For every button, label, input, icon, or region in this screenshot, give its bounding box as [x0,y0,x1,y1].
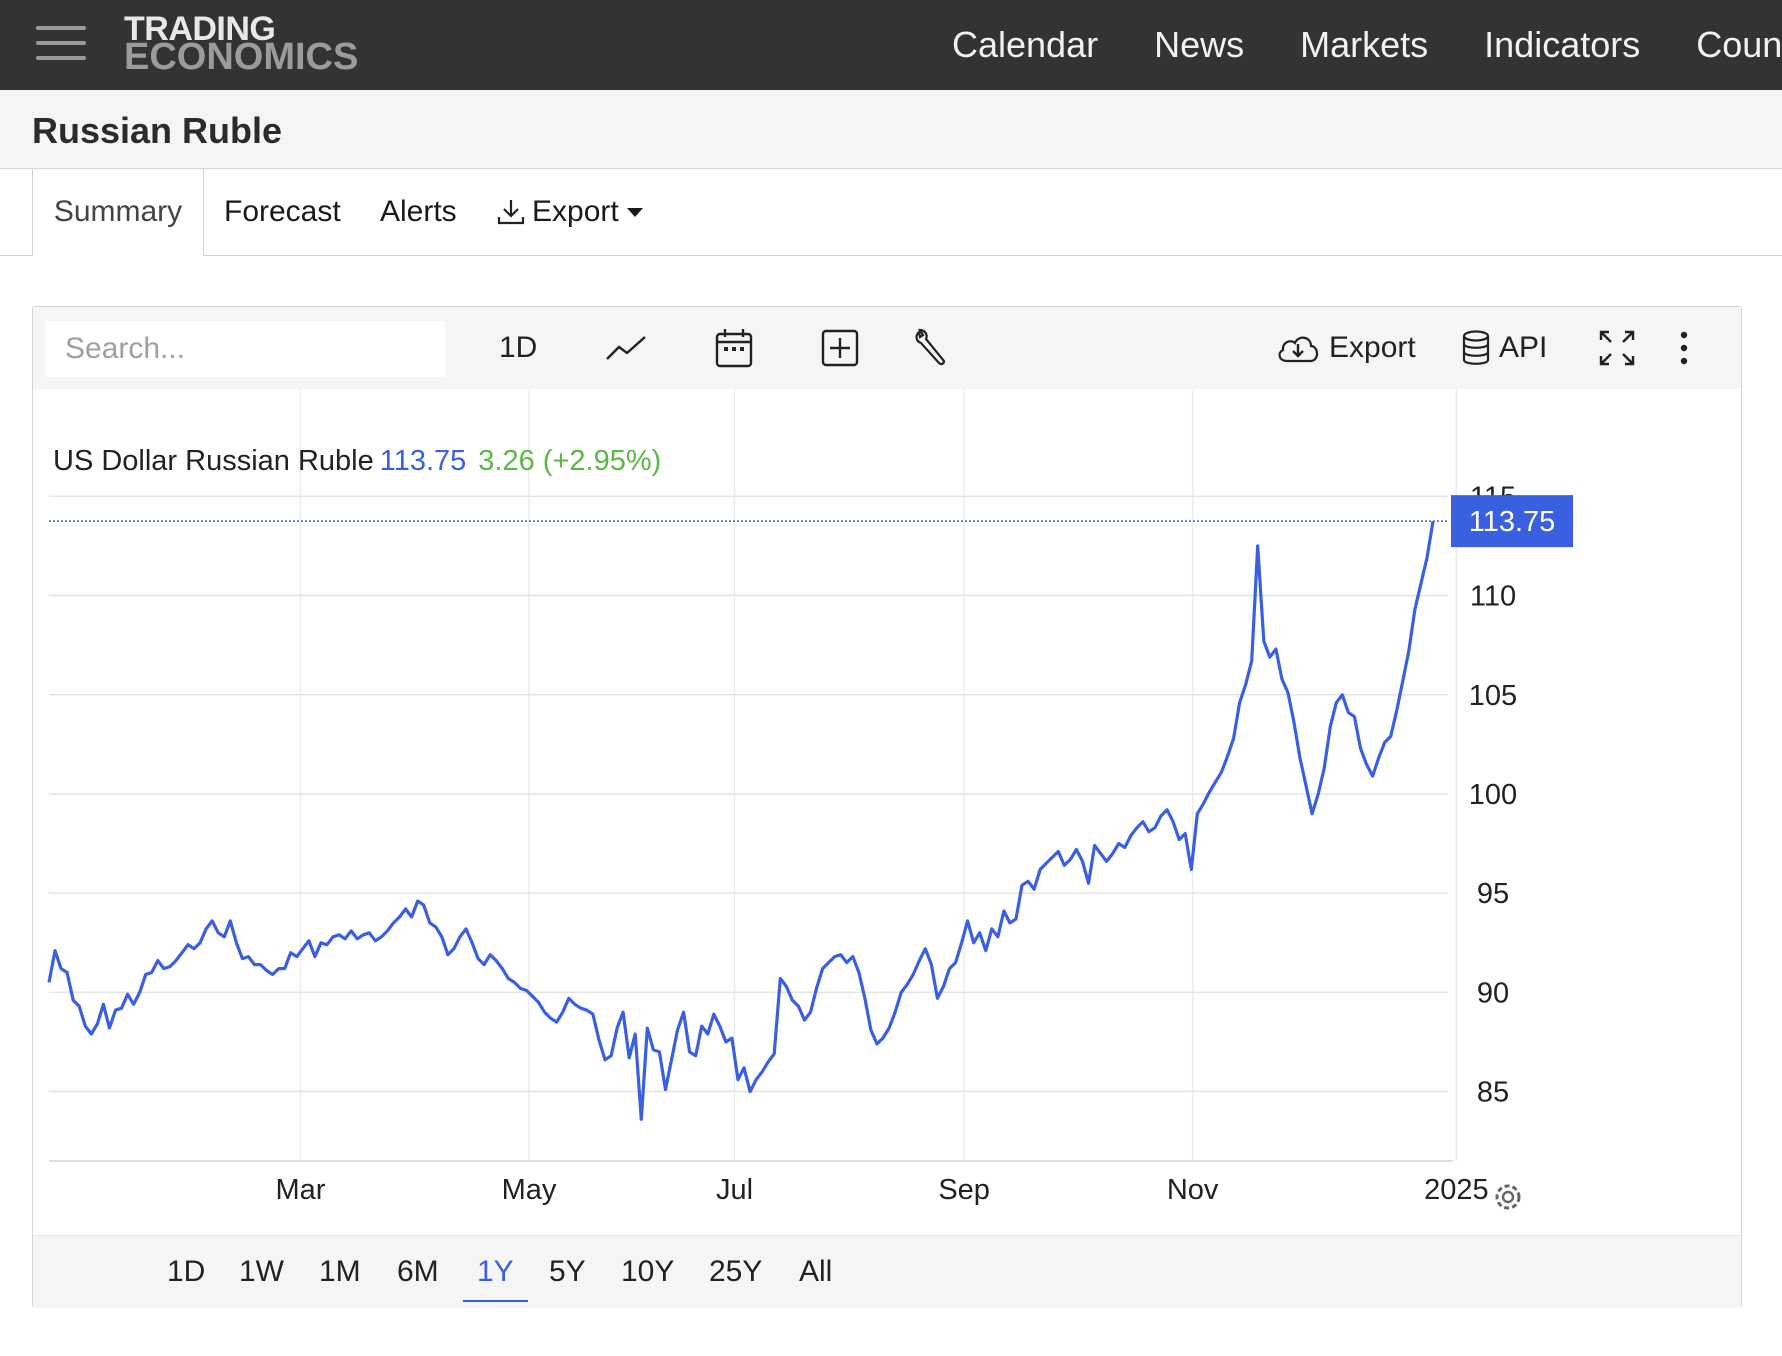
range-selector: 1D 1W 1M 6M 1Y 5Y 10Y 25Y All [33,1235,1741,1308]
fullscreen-icon [1599,330,1635,366]
chart-export-button[interactable]: Export [1275,307,1416,389]
api-label: API [1499,331,1548,364]
chart-plot-area[interactable]: MarMayJulSepNov2025859095100105110115113… [33,389,1741,1235]
tools-button[interactable] [913,307,949,389]
nav-markets[interactable]: Markets [1300,24,1429,65]
top-nav: TRADING ECONOMICS Calendar News Markets … [0,0,1782,90]
trading-economics-logo[interactable]: TRADING ECONOMICS [124,10,359,78]
fullscreen-button[interactable] [1597,307,1637,389]
download-icon [497,200,525,225]
tab-alerts[interactable]: Alerts [380,195,457,228]
y-tick-label: 110 [1470,581,1516,613]
legend-change: 3.26 (+2.95%) [478,445,662,477]
current-value-label: 113.75 [1469,506,1556,538]
x-tick-label: May [502,1174,557,1206]
y-tick-label: 105 [1469,680,1517,712]
line-chart-icon [606,336,646,360]
range-1y[interactable]: 1Y [463,1236,528,1308]
api-button[interactable]: API [1461,307,1547,389]
y-tick-label: 100 [1469,779,1517,811]
logo-line1: TRADING [124,10,276,48]
range-1w[interactable]: 1W [239,1255,284,1288]
legend-series-name: US Dollar Russian Ruble [53,445,374,477]
chart-export-label: Export [1329,331,1416,364]
chart-type-button[interactable] [605,307,647,389]
tab-forecast[interactable]: Forecast [224,195,341,228]
legend-value: 113.75 [379,445,467,477]
vertical-dots-icon [1680,331,1688,365]
nav-links: Calendar News Markets Indicators Coun [952,0,1782,90]
cloud-download-icon [1278,336,1319,363]
tab-export[interactable]: Export [496,169,643,255]
y-tick-label: 95 [1477,878,1509,910]
x-tick-label: Sep [938,1174,990,1206]
range-6m[interactable]: 6M [397,1255,439,1288]
more-options-button[interactable] [1679,307,1689,389]
logo-line2: ECONOMICS [124,36,359,78]
range-25y[interactable]: 25Y [709,1255,763,1288]
settings-gear-icon[interactable] [1495,1184,1521,1210]
tab-summary[interactable]: Summary [32,169,204,256]
interval-button[interactable]: 1D [499,331,538,364]
hamburger-menu-icon[interactable] [36,26,86,66]
calendar-icon [715,329,753,368]
price-chart[interactable]: MarMayJulSepNov2025859095100105110115113… [33,389,1741,1235]
chart-panel: 1D [32,306,1742,1308]
caret-down-icon [626,207,643,217]
series-line [47,520,1435,1121]
tab-bar: Summary Forecast Alerts Export [0,169,1782,256]
x-tick-label: 2025 [1424,1174,1489,1206]
add-box-icon [821,329,859,367]
x-tick-label: Nov [1167,1174,1219,1206]
range-1d[interactable]: 1D [167,1255,206,1288]
compare-button[interactable] [821,307,859,389]
x-tick-label: Jul [716,1174,753,1206]
range-5y[interactable]: 5Y [549,1255,586,1288]
nav-indicators[interactable]: Indicators [1484,24,1641,65]
x-tick-label: Mar [276,1174,326,1206]
range-all[interactable]: All [799,1255,833,1288]
search-input[interactable] [45,321,445,377]
y-tick-label: 90 [1477,977,1509,1009]
range-1m[interactable]: 1M [319,1255,361,1288]
nav-news[interactable]: News [1154,24,1245,65]
wrench-icon [915,328,946,366]
range-10y[interactable]: 10Y [621,1255,675,1288]
y-tick-label: 85 [1477,1077,1509,1109]
title-bar: Russian Ruble [0,90,1782,169]
page-title: Russian Ruble [32,110,283,151]
date-range-button[interactable] [715,307,753,389]
current-value-badge [1451,495,1573,548]
nav-countries[interactable]: Coun [1696,24,1782,65]
database-icon [1462,330,1490,365]
nav-calendar[interactable]: Calendar [952,24,1099,65]
chart-legend: US Dollar Russian Ruble 113.75 3.26 (+2.95… [53,445,661,478]
chart-toolbar: 1D [33,307,1741,389]
tab-export-label: Export [532,195,619,228]
